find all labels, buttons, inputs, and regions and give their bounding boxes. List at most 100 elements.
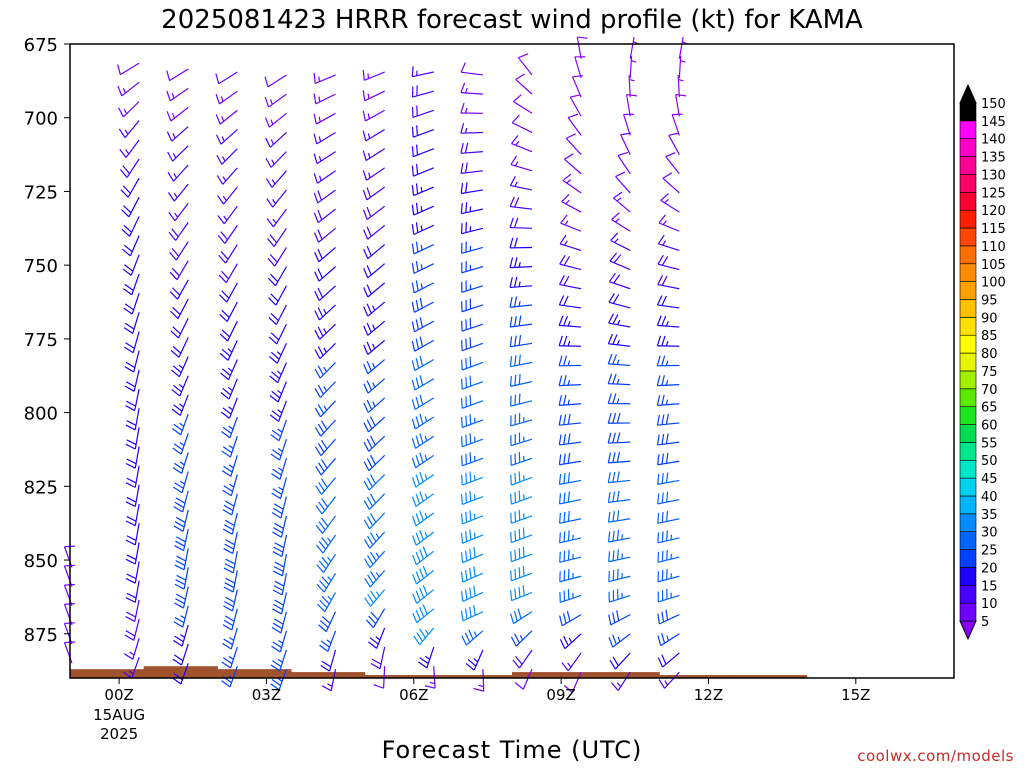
wind-barb xyxy=(608,272,631,290)
wind-barb xyxy=(559,610,582,627)
wind-barb xyxy=(411,471,435,488)
wind-barb xyxy=(221,416,238,439)
wind-barb xyxy=(363,301,386,317)
y-tick-label: 700 xyxy=(24,109,58,130)
colorbar-label: 125 xyxy=(981,186,1006,201)
wind-barb xyxy=(170,317,189,339)
colorbar-swatch xyxy=(959,549,977,568)
wind-barbs-layer xyxy=(63,36,688,693)
colorbar-label: 60 xyxy=(981,419,998,434)
x-tick-label: 15Z xyxy=(841,686,870,704)
wind-barb xyxy=(364,550,386,569)
wind-barb xyxy=(510,585,533,602)
colorbar-swatch xyxy=(959,370,977,390)
x-tick-label: 00Z xyxy=(104,686,133,704)
wind-barb xyxy=(412,565,435,585)
wind-barb xyxy=(219,320,238,342)
wind-barb xyxy=(125,465,140,488)
wind-barb xyxy=(460,122,483,134)
wind-barb xyxy=(174,528,189,552)
colorbar-swatch xyxy=(959,156,977,175)
wind-barb xyxy=(170,337,189,358)
colorbar-label: 25 xyxy=(981,544,998,559)
wind-barb xyxy=(509,176,533,191)
wind-barb xyxy=(417,646,435,669)
wind-barb xyxy=(412,546,435,566)
wind-barb xyxy=(461,298,484,313)
wind-barb xyxy=(558,413,582,426)
wind-barb xyxy=(271,496,288,519)
colorbar-label: 20 xyxy=(981,561,998,576)
wind-barb xyxy=(314,362,336,379)
wind-barb xyxy=(363,224,386,240)
y-tick-label: 825 xyxy=(24,477,58,498)
wind-barb xyxy=(215,109,238,125)
wind-barb xyxy=(460,82,483,95)
wind-barb xyxy=(268,304,287,325)
wind-barb xyxy=(125,484,140,508)
wind-barb xyxy=(615,171,631,194)
wind-barb xyxy=(265,170,287,188)
wind-barb xyxy=(313,170,336,184)
terrain-block xyxy=(291,672,366,678)
colorbar-label: 110 xyxy=(981,240,1006,255)
wind-barb xyxy=(559,254,582,271)
wind-barb xyxy=(411,491,435,508)
wind-barb xyxy=(362,69,385,81)
wind-barb xyxy=(460,604,484,622)
wind-barb xyxy=(461,452,484,467)
wind-barb xyxy=(271,477,288,500)
colorbar-label: 65 xyxy=(981,401,998,416)
wind-barb xyxy=(657,652,680,668)
wind-barb xyxy=(515,73,533,95)
wind-barb xyxy=(314,438,337,457)
wind-barb xyxy=(510,608,533,625)
terrain-block xyxy=(659,675,734,678)
wind-barb xyxy=(362,90,385,102)
wind-barb xyxy=(660,193,680,213)
y-axis: 675 700 725 750 775 800 825 850 875 xyxy=(24,35,70,646)
wind-barb xyxy=(313,131,336,145)
wind-barb xyxy=(411,375,435,391)
wind-barb xyxy=(269,400,288,422)
wind-barb xyxy=(411,66,434,78)
y-tick-label: 875 xyxy=(24,625,58,646)
wind-barb xyxy=(512,649,533,669)
wind-barb xyxy=(460,510,484,525)
wind-barb xyxy=(362,109,385,122)
wind-barb xyxy=(167,183,189,202)
wind-barb xyxy=(220,397,238,419)
wind-barb xyxy=(363,531,386,549)
wind-barb xyxy=(363,512,386,530)
wind-barb xyxy=(509,334,533,348)
wind-barb xyxy=(222,493,238,516)
wind-barb xyxy=(565,133,582,155)
wind-barb xyxy=(314,304,336,321)
wind-barb xyxy=(412,604,435,624)
wind-barb xyxy=(510,490,533,505)
wind-barb xyxy=(675,93,687,117)
wind-barb xyxy=(559,569,582,583)
wind-barb xyxy=(321,669,337,692)
wind-barb xyxy=(362,205,386,221)
wind-barb xyxy=(363,320,386,336)
colorbar-swatch xyxy=(959,584,977,604)
wind-barb xyxy=(169,260,189,281)
wind-barb xyxy=(319,630,337,652)
wind-barb xyxy=(628,75,635,98)
wind-barb xyxy=(460,162,483,174)
wind-barb xyxy=(558,472,582,485)
wind-barb xyxy=(314,247,336,263)
wind-barb xyxy=(658,214,680,232)
wind-barb xyxy=(364,589,386,607)
wind-barb xyxy=(123,273,140,296)
wind-barb xyxy=(222,627,238,650)
wind-barb xyxy=(373,666,386,689)
wind-barb xyxy=(314,381,336,398)
wind-barb xyxy=(461,375,484,390)
wind-barb xyxy=(315,477,337,495)
wind-barb xyxy=(173,605,189,628)
wind-barb xyxy=(363,454,386,472)
